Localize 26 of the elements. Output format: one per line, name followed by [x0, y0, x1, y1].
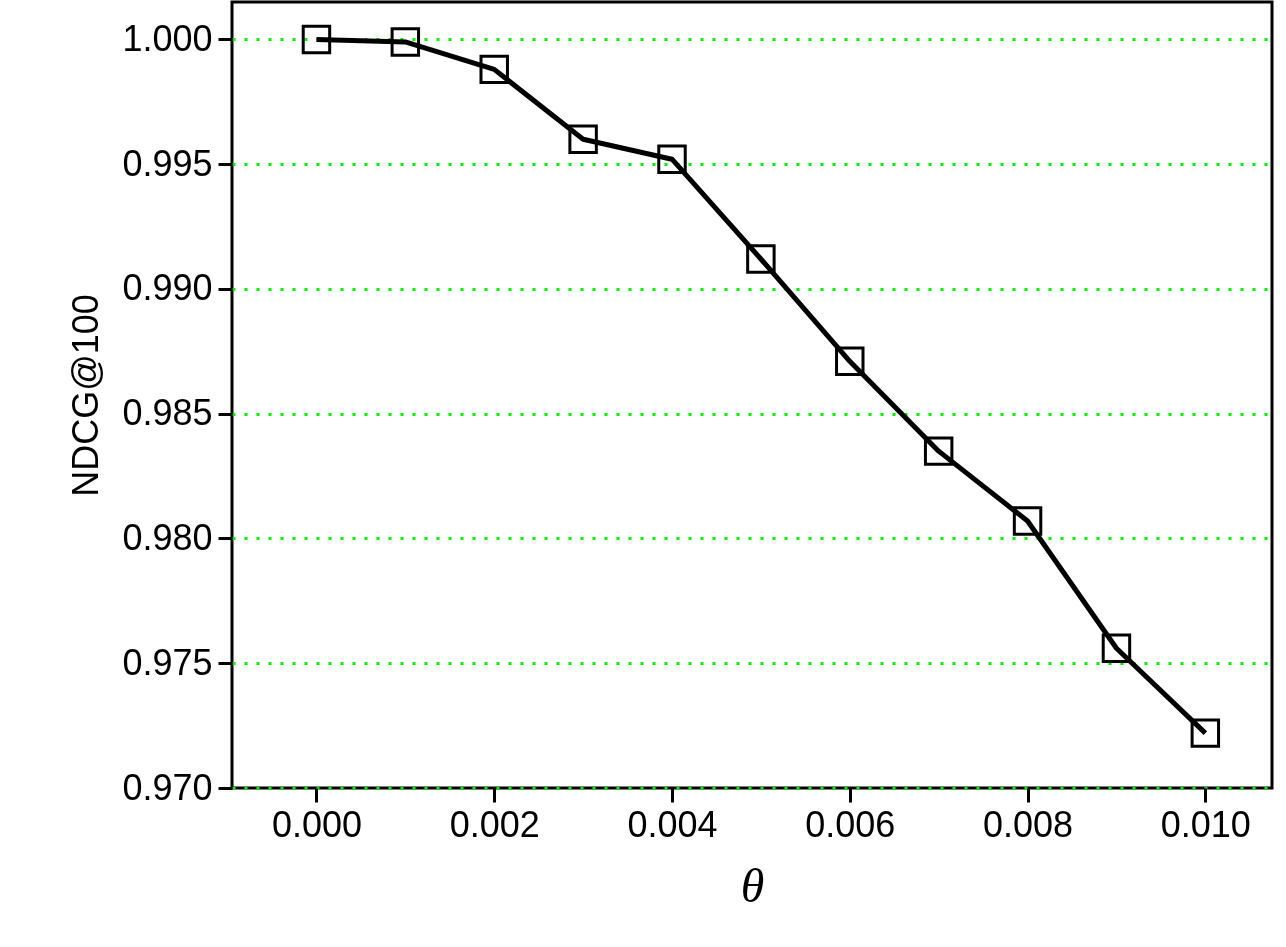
x-tick-label: 0.010 — [1160, 803, 1251, 845]
y-tick-label: 1.000 — [122, 17, 213, 59]
point — [923, 436, 954, 466]
y-tick-label: 0.975 — [122, 641, 213, 683]
point — [1012, 506, 1043, 536]
y-tick-label: 0.970 — [122, 766, 213, 808]
point — [746, 244, 776, 274]
point — [1190, 718, 1221, 748]
point — [657, 144, 687, 174]
x-tick-label: 0.004 — [627, 803, 718, 845]
y-tick-label: 0.995 — [122, 142, 213, 184]
x-tick-label: 0.006 — [805, 803, 896, 845]
point — [835, 346, 865, 377]
y-tick-label: 0.985 — [122, 392, 213, 434]
point — [390, 27, 421, 57]
point — [568, 124, 598, 154]
x-axis-title: θ — [740, 858, 765, 912]
point — [301, 24, 332, 55]
x-tick-label: 0.008 — [983, 803, 1074, 845]
point — [1101, 633, 1132, 663]
x-tick-label: 0.002 — [449, 803, 540, 845]
point — [479, 54, 509, 85]
y-tick-label: 0.990 — [122, 267, 213, 309]
x-tick-label: 0.000 — [271, 803, 362, 845]
y-axis-title: NDCG@100 — [65, 294, 107, 497]
y-tick-label: 0.980 — [122, 516, 213, 558]
